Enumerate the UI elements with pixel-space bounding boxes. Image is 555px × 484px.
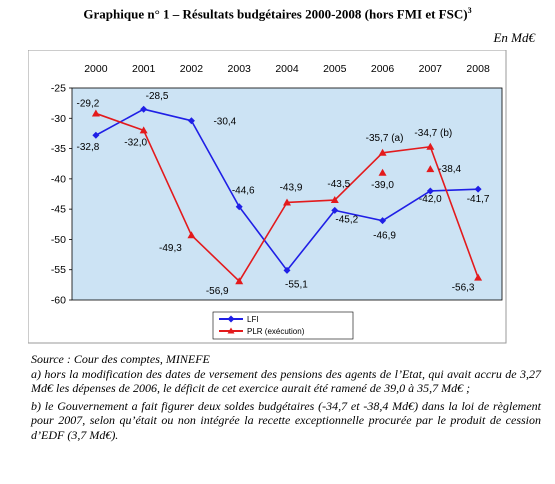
y-tick-label: -40 (51, 173, 66, 185)
y-tick-label: -45 (51, 204, 66, 216)
data-label: -28,5 (146, 91, 169, 102)
data-label: -30,4 (213, 117, 236, 128)
data-point (378, 148, 387, 156)
data-point (91, 109, 100, 117)
legend-plr-marker (227, 327, 235, 334)
x-tick-labels: 2000 2001 2002 2003 2004 2005 2006 2007 2008 (84, 63, 490, 75)
series-markers (91, 105, 483, 285)
footnote-b: b) le Gouvernement a fait figurer deux s… (31, 398, 541, 442)
x-tick-label: 2007 (419, 63, 443, 75)
y-tick-label: -60 (51, 295, 66, 307)
data-point (474, 185, 482, 193)
data-point (283, 266, 291, 274)
data-point (92, 131, 100, 139)
data-point (426, 165, 435, 173)
data-point (330, 196, 339, 204)
x-tick-label: 2004 (275, 63, 299, 75)
y-tick-label: -55 (51, 264, 66, 276)
data-point (187, 231, 196, 239)
data-label: -35,7 (a) (366, 133, 404, 144)
data-label: -34,7 (b) (414, 128, 452, 139)
data-label: -46,9 (373, 231, 396, 242)
y-tick-label: -25 (51, 83, 66, 95)
data-label: -29,2 (76, 98, 99, 109)
source-note: Source : Cour des comptes, MINEFE (31, 352, 210, 366)
chart-notes: Source : Cour des comptes, MINEFE a) hor… (31, 352, 541, 443)
data-label: -43,5 (327, 179, 350, 190)
x-tick-label: 2008 (466, 63, 490, 75)
legend-lfi-marker (227, 315, 235, 323)
data-point (331, 206, 339, 214)
data-point (426, 187, 434, 195)
chart-title: Graphique n° 1 – Résultats budgétaires 2… (0, 6, 555, 22)
data-label: -55,1 (285, 279, 308, 290)
legend: LFI PLR (exécution) (212, 311, 354, 340)
data-label: -49,3 (159, 243, 182, 254)
legend-label-plr: PLR (exécution) (247, 327, 305, 336)
data-point (474, 273, 483, 281)
chart-title-footnote: 3 (467, 6, 472, 15)
data-point (283, 198, 291, 206)
data-point (235, 277, 244, 285)
unit-label: En Md€ (493, 30, 535, 45)
x-tick-label: 2000 (84, 63, 108, 75)
data-label: -39,0 (371, 180, 394, 191)
y-tick-label: -50 (51, 234, 66, 246)
data-labels: -32,8 -28,5 -30,4 -44,6 -55,1 -45,2 -46,9 -42,0… (76, 91, 489, 297)
data-point (378, 168, 387, 176)
data-label: -56,3 (452, 283, 475, 294)
y-tick-label: -30 (51, 113, 66, 125)
data-point (187, 117, 195, 125)
footnote-a: a) hors la modification des dates de ver… (31, 366, 541, 396)
data-point (140, 105, 148, 113)
y-tick-labels: -25 -30 -35 -40 -45 -50 -55 -60 (51, 83, 72, 307)
y-tick-label: -35 (51, 143, 66, 155)
x-tick-label: 2006 (371, 63, 395, 75)
data-point (139, 126, 148, 134)
data-label: -32,8 (76, 142, 99, 153)
data-label: -45,2 (335, 214, 358, 225)
x-tick-label: 2001 (132, 63, 156, 75)
legend-label-lfi: LFI (247, 315, 259, 324)
data-point (235, 203, 243, 211)
data-label: -44,6 (232, 186, 255, 197)
data-point (426, 142, 435, 150)
data-point (379, 217, 387, 225)
budget-results-chart: 2000 2001 2002 2003 2004 2005 2006 2007 2008 -25… (28, 50, 507, 344)
data-label: -32,0 (124, 137, 147, 148)
data-label: -38,4 (438, 164, 461, 175)
data-label: -43,9 (280, 182, 303, 193)
data-label: -42,0 (419, 194, 442, 205)
x-tick-label: 2002 (180, 63, 204, 75)
data-label: -41,7 (467, 194, 490, 205)
x-tick-label: 2005 (323, 63, 347, 75)
legend-box (212, 311, 354, 340)
data-label: -56,9 (206, 286, 229, 297)
chart-title-text: Graphique n° 1 – Résultats budgétaires 2… (83, 6, 468, 22)
x-tick-label: 2003 (228, 63, 252, 75)
